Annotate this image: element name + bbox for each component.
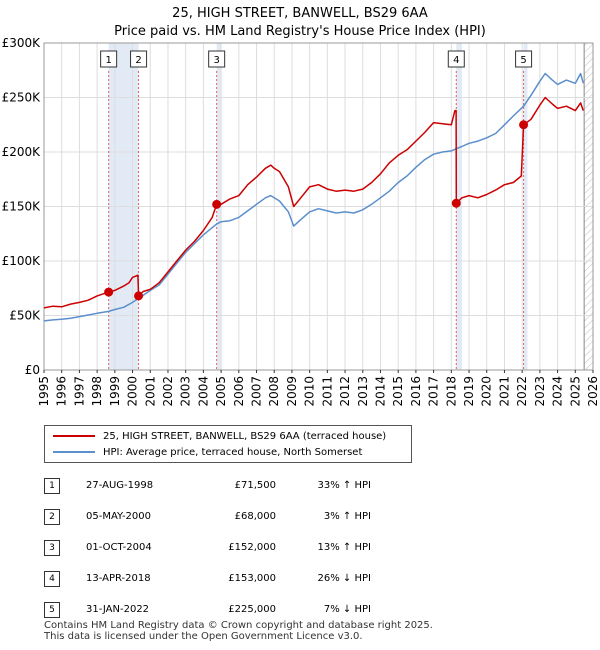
- sale-number-box: [208, 50, 226, 68]
- sale-price: £71,500: [234, 480, 276, 491]
- y-tick-label: £0: [25, 363, 40, 377]
- x-tick-label: 2021: [497, 376, 511, 407]
- y-tick-label: £100K: [2, 254, 42, 268]
- x-tick-label: 2024: [551, 376, 565, 407]
- x-tick-label: 1999: [108, 376, 122, 407]
- sale-price: £68,000: [234, 511, 276, 522]
- sale-point: [104, 287, 114, 297]
- sale-price: £152,000: [228, 542, 276, 553]
- sale-number-box: [100, 50, 118, 68]
- sale-number-label: 4: [453, 55, 459, 66]
- legend-item-hpi: HPI: Average price, terraced house, Nort…: [53, 445, 362, 459]
- legend-swatch-property: [53, 435, 95, 437]
- sale-hpi-diff: 13% ↑ HPI: [317, 542, 371, 553]
- table-row: 4 13-APR-2018 £153,000 26% ↓ HPI: [40, 563, 371, 594]
- x-tick-label: 2013: [356, 376, 370, 407]
- table-row: 1 27-AUG-1998 £71,500 33% ↑ HPI: [40, 470, 371, 501]
- table-row: 3 01-OCT-2004 £152,000 13% ↑ HPI: [40, 532, 371, 563]
- x-tick-label: 2015: [391, 376, 405, 407]
- sale-hpi-diff: 33% ↑ HPI: [317, 480, 371, 491]
- property-price-line: [43, 96, 585, 309]
- table-row: 2 05-MAY-2000 £68,000 3% ↑ HPI: [40, 501, 371, 532]
- sale-point: [451, 198, 461, 208]
- sale-number-label: 1: [105, 55, 111, 66]
- sale-hpi-diff: 26% ↓ HPI: [317, 573, 371, 584]
- y-tick-label: £300K: [2, 36, 42, 50]
- sale-number-box: [130, 50, 148, 68]
- sale-marker-label: 3: [44, 539, 60, 556]
- y-tick-label: £50K: [9, 309, 41, 323]
- x-tick-label: 2025: [568, 376, 582, 407]
- sale-price: £153,000: [228, 573, 276, 584]
- sale-marker-label: 5: [44, 601, 60, 618]
- sale-price: £225,000: [228, 604, 276, 615]
- footer: Contains HM Land Registry data © Crown c…: [44, 620, 433, 642]
- footer-licence: This data is licensed under the Open Gov…: [44, 631, 363, 642]
- legend-label-property: 25, HIGH STREET, BANWELL, BS29 6AA (terr…: [103, 430, 387, 442]
- x-tick-label: 2020: [480, 376, 494, 407]
- sale-number-box: [447, 50, 465, 68]
- table-row: 5 31-JAN-2022 £225,000 7% ↓ HPI: [40, 594, 371, 625]
- sale-point: [212, 199, 222, 209]
- legend-label-hpi: HPI: Average price, terraced house, Nort…: [103, 446, 363, 458]
- sale-date: 27-AUG-1998: [86, 480, 154, 491]
- x-tick-label: 2006: [232, 376, 246, 407]
- sale-point: [134, 291, 144, 301]
- chart-title: 25, HIGH STREET, BANWELL, BS29 6AA: [172, 6, 428, 21]
- x-tick-label: 1998: [90, 376, 104, 407]
- x-tick-label: 2011: [320, 376, 334, 407]
- sale-date: 13-APR-2018: [86, 573, 151, 584]
- sale-marker-label: 2: [44, 508, 60, 525]
- y-tick-label: £200K: [2, 145, 42, 159]
- x-tick-label: 2010: [303, 376, 317, 407]
- sale-hpi-diff: 3% ↑ HPI: [323, 511, 371, 522]
- sale-point: [519, 120, 529, 130]
- legend-swatch-hpi: [53, 451, 95, 453]
- sale-date: 31-JAN-2022: [86, 604, 150, 615]
- sale-marker-label: 4: [44, 570, 60, 587]
- sale-marker-label: 1: [44, 477, 60, 494]
- x-tick-label: 1996: [55, 376, 69, 407]
- x-tick-label: 2018: [444, 376, 458, 407]
- sale-date: 05-MAY-2000: [86, 511, 152, 522]
- legend-item-property: 25, HIGH STREET, BANWELL, BS29 6AA (terr…: [53, 429, 386, 443]
- x-tick-label: 2016: [409, 376, 423, 407]
- plot-frame: [43, 42, 594, 371]
- chart-subtitle: Price paid vs. HM Land Registry's House …: [114, 24, 486, 39]
- x-tick-label: 1997: [72, 376, 86, 407]
- sale-number-box: [515, 50, 533, 68]
- x-tick-label: 1995: [37, 376, 51, 407]
- sale-hpi-diff: 7% ↓ HPI: [323, 604, 371, 615]
- x-tick-label: 2005: [214, 376, 228, 407]
- x-tick-label: 2002: [161, 376, 175, 407]
- x-tick-label: 2000: [126, 376, 140, 407]
- y-tick-label: £250K: [2, 91, 42, 105]
- x-tick-label: 2008: [267, 376, 281, 407]
- x-tick-label: 2023: [533, 376, 547, 407]
- x-tick-label: 2003: [179, 376, 193, 407]
- x-tick-label: 2009: [285, 376, 299, 407]
- x-tick-label: 2004: [196, 376, 210, 407]
- x-tick-label: 2012: [338, 376, 352, 407]
- sale-number-label: 2: [135, 55, 141, 66]
- sale-date: 01-OCT-2004: [86, 542, 152, 553]
- sale-number-label: 3: [213, 55, 219, 66]
- y-tick-label: £150K: [2, 200, 42, 214]
- x-tick-label: 2019: [462, 376, 476, 407]
- chart-legend: 25, HIGH STREET, BANWELL, BS29 6AA (terr…: [44, 425, 412, 463]
- sale-number-label: 5: [520, 55, 526, 66]
- x-tick-label: 2022: [515, 376, 529, 407]
- x-tick-label: 2001: [143, 376, 157, 407]
- x-tick-label: 2007: [250, 376, 264, 407]
- x-tick-label: 2014: [373, 376, 387, 407]
- footer-copyright: Contains HM Land Registry data © Crown c…: [44, 620, 433, 631]
- sales-table: 1 27-AUG-1998 £71,500 33% ↑ HPI 2 05-MAY…: [40, 470, 371, 625]
- x-tick-label: 2026: [586, 376, 600, 407]
- x-tick-label: 2017: [427, 376, 441, 407]
